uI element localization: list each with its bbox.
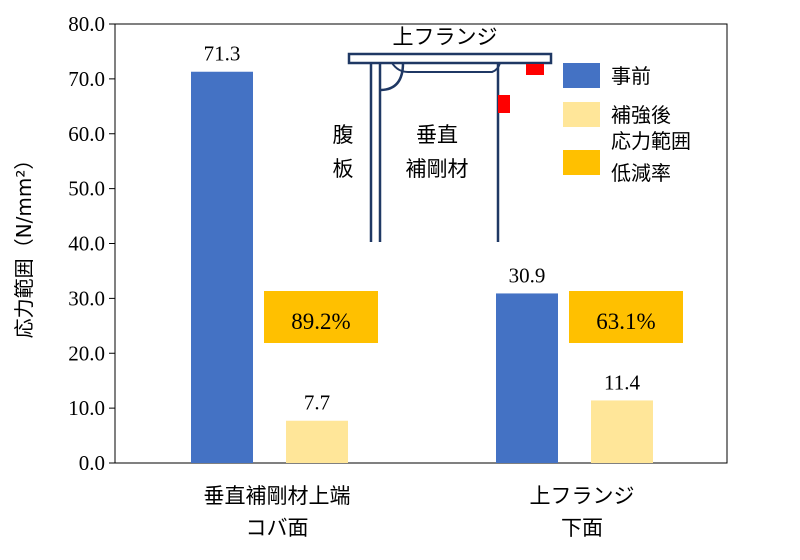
data-label: 30.9: [509, 263, 546, 287]
y-tick-label: 50.0: [68, 177, 105, 201]
bar-after: [591, 400, 653, 463]
legend-swatch: [563, 150, 600, 175]
data-label: 71.3: [204, 42, 241, 66]
legend-label: 事前: [611, 64, 651, 88]
y-tick-label: 20.0: [68, 341, 105, 365]
y-tick-label: 0.0: [79, 451, 105, 475]
legend-swatch: [563, 63, 600, 88]
bar-before: [496, 293, 558, 463]
bar-after: [286, 420, 348, 463]
legend-label: 低減率: [611, 161, 671, 185]
data-label: 7.7: [304, 391, 330, 415]
legend-label: 補強後: [611, 103, 671, 127]
category-label: 上フランジ: [530, 484, 635, 508]
data-label: 11.4: [604, 370, 640, 394]
reduction-rate-label: 89.2%: [291, 309, 350, 334]
diagram-stiffener-label: 垂直: [416, 123, 458, 147]
y-tick-label: 60.0: [68, 122, 105, 146]
web-fillet: [379, 62, 405, 92]
category-label: 垂直補剛材上端: [204, 484, 351, 508]
y-tick-label: 10.0: [68, 396, 105, 420]
stress-marker-flange: [526, 64, 544, 75]
stress-marker-stiffener: [498, 95, 510, 113]
y-tick-label: 80.0: [68, 12, 105, 36]
category-label: コバ面: [246, 516, 309, 540]
category-label: 下面: [561, 516, 603, 540]
legend-label: 応力範囲: [611, 129, 691, 153]
bar-before: [191, 71, 253, 464]
legend-swatch: [563, 102, 600, 127]
diagram-stiffener-label: 補剛材: [406, 157, 469, 181]
diagram-web-label: 腹: [333, 123, 354, 147]
diagram-web-label: 板: [333, 157, 354, 181]
y-tick-label: 30.0: [68, 286, 105, 310]
y-tick-label: 40.0: [68, 232, 105, 256]
y-axis-label: 応力範囲（N/mm²）: [12, 150, 36, 339]
reduction-rate-label: 63.1%: [596, 309, 655, 334]
stiffener-top-edge: [391, 62, 501, 73]
y-tick-label: 70.0: [68, 67, 105, 91]
diagram-flange-label: 上フランジ: [393, 25, 498, 49]
reduction-rate-box: [264, 291, 378, 343]
reduction-rate-box: [569, 291, 683, 343]
top-flange: [347, 52, 553, 65]
